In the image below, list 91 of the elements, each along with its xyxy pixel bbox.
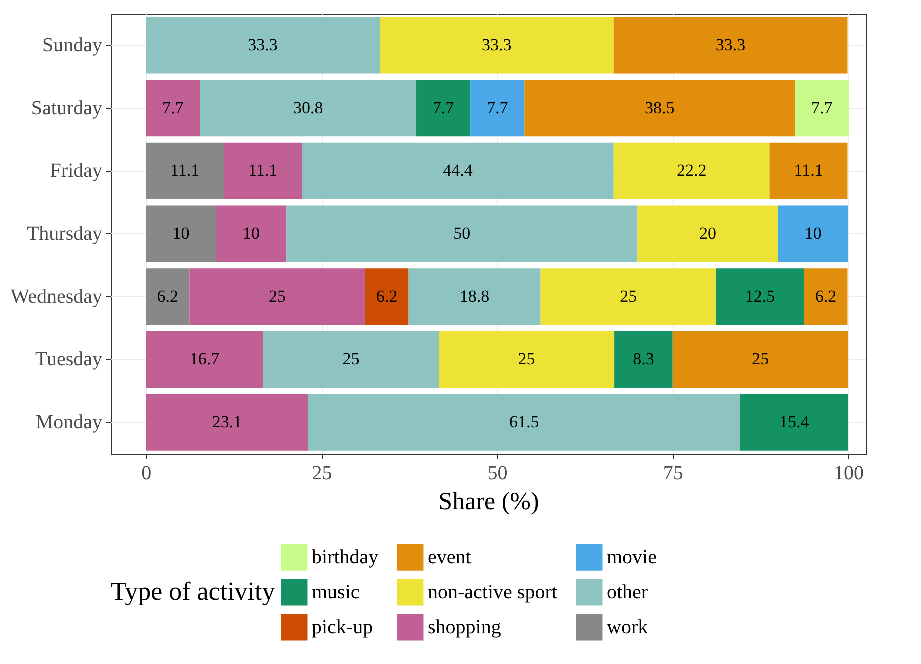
- data-label: 25: [752, 350, 770, 369]
- data-label: 44.4: [443, 161, 474, 180]
- bar: [200, 80, 417, 137]
- y-tick-label: Sunday: [42, 34, 102, 56]
- x-axis-title: Share (%): [438, 488, 540, 516]
- bar: [778, 206, 848, 262]
- data-label: 61.5: [509, 412, 540, 432]
- bar: [804, 268, 848, 326]
- data-label: 25: [342, 350, 360, 369]
- data-label: 30.8: [293, 98, 324, 118]
- x-tick-label: 0: [142, 462, 152, 484]
- data-label: 10: [804, 224, 822, 243]
- bar: [146, 331, 264, 388]
- y-tick-label: Wednesday: [10, 286, 102, 308]
- x-tick-label: 100: [834, 462, 864, 484]
- data-label: 11.1: [794, 161, 824, 180]
- legend-label: music: [312, 582, 360, 604]
- bar: [224, 142, 302, 200]
- bar: [380, 17, 614, 74]
- data-label: 38.5: [644, 98, 675, 118]
- bar: [438, 331, 615, 388]
- data-label: 7.7: [432, 98, 455, 118]
- bar: [770, 142, 848, 200]
- data-label: 33.3: [716, 35, 746, 54]
- data-label: 25: [620, 286, 638, 306]
- data-label: 33.3: [482, 35, 512, 54]
- data-label: 6.2: [815, 286, 837, 306]
- data-label: 6.2: [376, 286, 398, 306]
- y-tick-label: Friday: [50, 160, 102, 182]
- bar: [263, 331, 439, 388]
- data-label: 22.2: [676, 161, 707, 180]
- bar: [302, 142, 614, 200]
- bar: [146, 142, 224, 200]
- bar: [716, 268, 804, 326]
- legend-label: shopping: [428, 616, 502, 638]
- bar: [416, 80, 471, 137]
- x-tick-label: 25: [312, 462, 332, 484]
- legend-label: birthday: [312, 546, 379, 569]
- data-label: 16.7: [190, 350, 220, 369]
- legend-label: work: [607, 616, 648, 638]
- bar: [146, 17, 380, 74]
- data-label: 10: [242, 224, 260, 243]
- legend-label: movie: [607, 546, 658, 569]
- legend-label: other: [607, 582, 648, 604]
- bar: [524, 80, 796, 137]
- legend-label: event: [428, 546, 472, 569]
- data-label: 7.7: [811, 98, 834, 118]
- data-label: 25: [268, 286, 286, 306]
- bar: [146, 206, 216, 262]
- legend-title: Type of activity: [111, 577, 276, 606]
- bar: [795, 80, 850, 137]
- data-label: 7.7: [162, 98, 184, 118]
- x-tick-label: 50: [488, 462, 508, 484]
- bar: [408, 268, 541, 326]
- bar: [614, 142, 770, 200]
- data-label: 11.1: [170, 161, 200, 180]
- data-label: 33.3: [248, 35, 278, 54]
- data-label: 25: [518, 350, 536, 369]
- data-label: 15.4: [779, 412, 810, 432]
- data-label: 7.7: [487, 98, 509, 118]
- data-label: 10: [172, 224, 190, 243]
- bar: [614, 17, 848, 74]
- bar: [672, 331, 848, 388]
- bar: [740, 394, 848, 451]
- y-tick-label: Saturday: [31, 97, 102, 120]
- y-tick-label: Thursday: [26, 223, 102, 245]
- data-label: 50: [454, 224, 471, 243]
- bar: [308, 394, 740, 451]
- bar: [190, 268, 366, 326]
- data-label: 6.2: [157, 286, 179, 306]
- y-tick-label: Monday: [36, 412, 102, 434]
- data-label: 12.5: [745, 286, 776, 306]
- bar: [638, 206, 778, 262]
- bar: [146, 268, 190, 326]
- legend-label: non-active sport: [428, 582, 558, 604]
- bar: [365, 268, 409, 326]
- bar: [146, 394, 308, 451]
- bar: [146, 80, 200, 137]
- bar: [216, 206, 287, 262]
- data-label: 20: [699, 224, 716, 243]
- bar: [540, 268, 716, 326]
- bar: [614, 331, 673, 388]
- bar: [470, 80, 525, 137]
- data-label: 23.1: [212, 412, 242, 432]
- data-label: 8.3: [633, 350, 654, 369]
- legend-label: pick-up: [312, 616, 374, 638]
- bar: [286, 206, 638, 262]
- y-tick-label: Tuesday: [35, 348, 102, 371]
- data-label: 11.1: [248, 161, 278, 180]
- data-label: 18.8: [460, 286, 490, 306]
- x-tick-label: 75: [663, 462, 684, 484]
